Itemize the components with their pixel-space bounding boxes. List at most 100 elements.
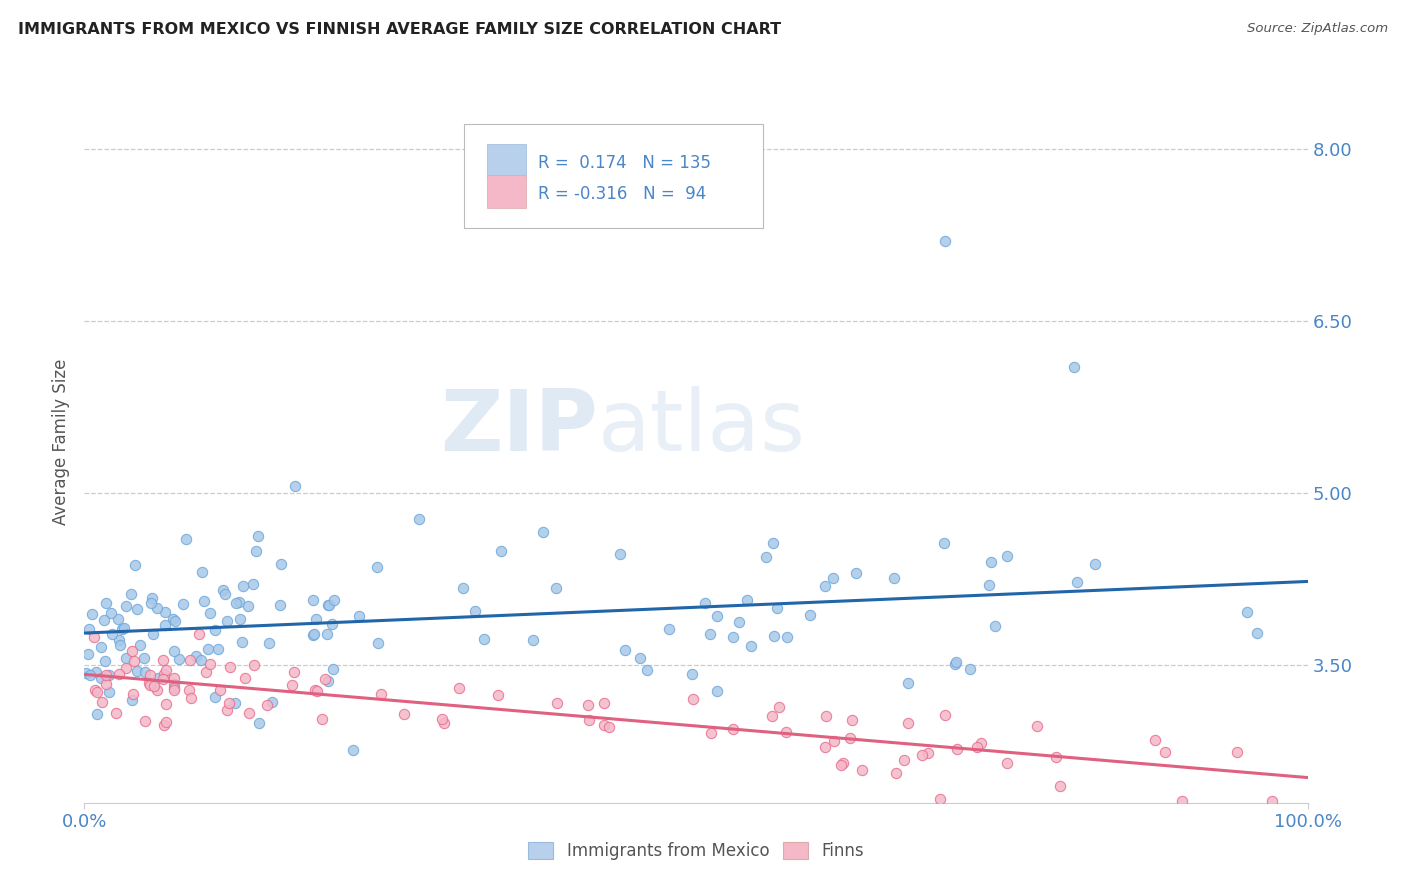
Point bbox=[207, 642, 229, 657]
Point bbox=[96, 667, 118, 681]
Point bbox=[893, 753, 915, 767]
Point bbox=[302, 627, 325, 641]
Point bbox=[984, 619, 1007, 633]
Point bbox=[96, 596, 118, 610]
Point bbox=[831, 756, 853, 770]
Point bbox=[614, 643, 637, 657]
Point bbox=[179, 653, 201, 667]
Point bbox=[430, 712, 453, 726]
Point bbox=[322, 662, 344, 676]
Text: Source: ZipAtlas.com: Source: ZipAtlas.com bbox=[1247, 22, 1388, 36]
Point bbox=[197, 642, 219, 657]
Point bbox=[228, 595, 250, 609]
Point bbox=[112, 621, 135, 635]
Point bbox=[737, 592, 759, 607]
Point bbox=[394, 707, 416, 722]
Point bbox=[122, 653, 145, 667]
Point bbox=[700, 725, 723, 739]
Point bbox=[179, 683, 201, 698]
Point bbox=[134, 650, 156, 665]
Point bbox=[224, 696, 246, 710]
Point bbox=[121, 693, 143, 707]
Point bbox=[174, 532, 197, 546]
Point bbox=[464, 604, 486, 618]
Point bbox=[636, 663, 658, 677]
Point bbox=[658, 622, 681, 636]
Point bbox=[214, 587, 236, 601]
Point bbox=[86, 707, 108, 722]
Point bbox=[247, 715, 270, 730]
Legend: Immigrants from Mexico, Finns: Immigrants from Mexico, Finns bbox=[522, 835, 870, 867]
Point bbox=[546, 696, 568, 710]
Point bbox=[155, 715, 177, 730]
Point bbox=[128, 638, 150, 652]
Point bbox=[146, 601, 169, 615]
Point bbox=[77, 623, 100, 637]
Point bbox=[155, 605, 177, 619]
Point bbox=[1144, 733, 1167, 747]
Point bbox=[231, 635, 253, 649]
Point bbox=[1154, 745, 1177, 759]
Point bbox=[121, 644, 143, 658]
Point bbox=[198, 606, 221, 620]
Point bbox=[305, 612, 328, 626]
Point bbox=[347, 609, 370, 624]
Point bbox=[814, 579, 837, 593]
Point bbox=[897, 715, 920, 730]
Point bbox=[98, 684, 121, 698]
Point bbox=[980, 555, 1002, 569]
Point bbox=[204, 690, 226, 704]
Point bbox=[830, 758, 852, 772]
Point bbox=[257, 635, 280, 649]
Point bbox=[163, 677, 186, 691]
Point bbox=[302, 593, 325, 607]
Point bbox=[367, 636, 389, 650]
Point bbox=[323, 592, 346, 607]
Point bbox=[813, 740, 835, 755]
Point bbox=[148, 671, 170, 685]
Point bbox=[897, 676, 920, 690]
Point bbox=[721, 723, 744, 737]
Point bbox=[93, 613, 115, 627]
Point bbox=[75, 665, 97, 680]
Point bbox=[531, 525, 554, 540]
Point bbox=[115, 599, 138, 614]
Point bbox=[451, 582, 474, 596]
Point bbox=[695, 596, 717, 610]
Point bbox=[959, 662, 981, 676]
Point bbox=[706, 609, 728, 624]
Point bbox=[408, 511, 430, 525]
Point bbox=[153, 718, 176, 732]
Point bbox=[578, 713, 600, 727]
Point bbox=[522, 633, 544, 648]
Point bbox=[242, 577, 264, 591]
Point bbox=[932, 536, 955, 550]
Point bbox=[755, 549, 778, 564]
Point bbox=[141, 591, 163, 605]
Point bbox=[138, 675, 160, 690]
Point bbox=[77, 647, 100, 661]
Point bbox=[1063, 359, 1085, 374]
Point bbox=[1261, 794, 1284, 808]
Point bbox=[236, 599, 259, 614]
Point bbox=[721, 630, 744, 644]
Point bbox=[256, 698, 278, 712]
Point bbox=[193, 593, 215, 607]
Point bbox=[172, 597, 194, 611]
Point bbox=[187, 627, 209, 641]
Point bbox=[245, 544, 267, 558]
Point bbox=[546, 582, 568, 596]
Point bbox=[740, 640, 762, 654]
Point bbox=[997, 549, 1019, 564]
Point bbox=[486, 688, 509, 702]
Point bbox=[83, 682, 105, 697]
Point bbox=[233, 671, 256, 685]
Point bbox=[190, 653, 212, 667]
Point bbox=[1045, 750, 1067, 764]
Point bbox=[155, 663, 177, 677]
Point bbox=[762, 535, 785, 549]
Point bbox=[1066, 575, 1088, 590]
Point bbox=[191, 565, 214, 579]
Point bbox=[163, 683, 186, 698]
Point bbox=[1049, 779, 1071, 793]
